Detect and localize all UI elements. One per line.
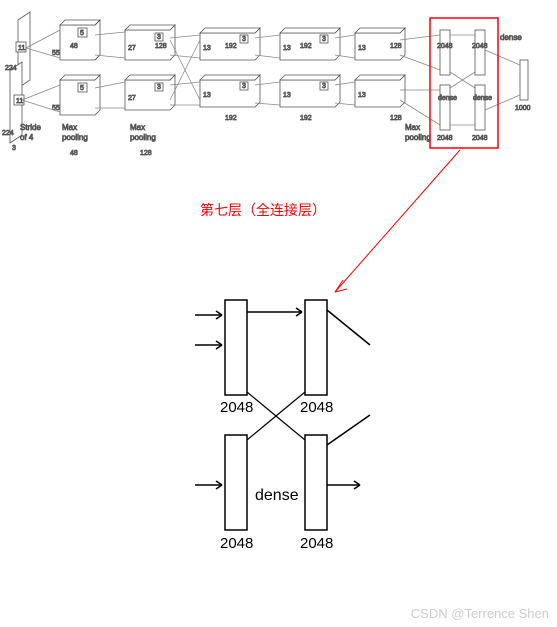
conv3: 3 3 13 13 192 192 bbox=[200, 28, 260, 122]
svg-text:dense: dense bbox=[500, 33, 522, 42]
svg-text:13: 13 bbox=[358, 92, 366, 99]
lbl-3: 3 bbox=[12, 145, 16, 152]
svg-text:192: 192 bbox=[225, 115, 237, 122]
svg-text:2048: 2048 bbox=[437, 135, 453, 142]
svg-text:2048: 2048 bbox=[220, 535, 253, 552]
lbl-stride: Stride bbox=[20, 123, 41, 132]
svg-text:128: 128 bbox=[390, 43, 402, 50]
callout-arrow bbox=[335, 150, 460, 292]
svg-text:48: 48 bbox=[70, 150, 78, 157]
svg-text:3: 3 bbox=[157, 34, 161, 41]
lbl-224a: 224 bbox=[5, 65, 17, 72]
svg-text:192: 192 bbox=[300, 43, 312, 50]
svg-text:3: 3 bbox=[242, 83, 246, 90]
svg-text:13: 13 bbox=[283, 45, 291, 52]
svg-text:3: 3 bbox=[322, 83, 326, 90]
svg-text:2048: 2048 bbox=[220, 399, 253, 416]
svg-text:5: 5 bbox=[80, 85, 84, 92]
conv5: 13 13 128 128 Max pooling bbox=[355, 28, 431, 142]
svg-text:128: 128 bbox=[390, 115, 402, 122]
svg-text:13: 13 bbox=[358, 45, 366, 52]
svg-text:2048: 2048 bbox=[472, 43, 488, 50]
conv4: 3 3 13 13 192 192 bbox=[280, 28, 340, 122]
svg-text:3: 3 bbox=[157, 84, 161, 91]
conv2: 3 3 27 27 128 128 Max pooling bbox=[125, 25, 175, 157]
input-layer: 11 11 224 224 3 Stride of 4 bbox=[2, 12, 41, 152]
svg-text:Max: Max bbox=[130, 123, 145, 132]
output: 1000 bbox=[515, 60, 531, 112]
svg-text:13: 13 bbox=[203, 45, 211, 52]
watermark: CSDN @Terrence Shen bbox=[411, 606, 549, 621]
svg-text:dense: dense bbox=[438, 95, 457, 102]
svg-text:13: 13 bbox=[283, 92, 291, 99]
svg-text:pooling: pooling bbox=[405, 133, 431, 142]
svg-text:pooling: pooling bbox=[62, 133, 88, 142]
svg-text:192: 192 bbox=[225, 43, 237, 50]
caption-text: 第七层（全连接层） bbox=[200, 202, 326, 218]
svg-text:pooling: pooling bbox=[130, 133, 156, 142]
svg-text:128: 128 bbox=[140, 150, 152, 157]
svg-text:dense: dense bbox=[473, 95, 492, 102]
svg-text:Max: Max bbox=[405, 123, 420, 132]
lbl-11a: 11 bbox=[18, 45, 25, 52]
svg-text:128: 128 bbox=[155, 43, 167, 50]
fc-layers: 2048 2048 2048 2048 dense dense dense bbox=[437, 30, 522, 142]
lbl-224b: 224 bbox=[2, 130, 14, 137]
svg-text:27: 27 bbox=[128, 45, 136, 52]
fc-zoom: 2048 2048 2048 2048 dense bbox=[195, 300, 370, 552]
svg-text:dense: dense bbox=[255, 487, 299, 504]
svg-text:3: 3 bbox=[322, 36, 326, 43]
svg-text:27: 27 bbox=[128, 95, 136, 102]
svg-text:2048: 2048 bbox=[300, 399, 333, 416]
svg-text:2048: 2048 bbox=[472, 135, 488, 142]
conv1: 5 5 48 55 55 48 Max pooling bbox=[52, 20, 100, 157]
lbl-11b: 11 bbox=[16, 98, 23, 105]
svg-text:1000: 1000 bbox=[515, 105, 531, 112]
svg-text:Max: Max bbox=[62, 123, 77, 132]
svg-text:2048: 2048 bbox=[437, 43, 453, 50]
svg-text:5: 5 bbox=[80, 30, 84, 37]
svg-text:13: 13 bbox=[203, 92, 211, 99]
svg-text:3: 3 bbox=[242, 36, 246, 43]
alexnet-diagram: 11 11 224 224 3 Stride of 4 5 5 48 55 55… bbox=[2, 12, 531, 157]
svg-text:192: 192 bbox=[300, 115, 312, 122]
lbl-of4: of 4 bbox=[20, 133, 34, 142]
svg-text:2048: 2048 bbox=[300, 535, 333, 552]
svg-text:48: 48 bbox=[70, 43, 78, 50]
